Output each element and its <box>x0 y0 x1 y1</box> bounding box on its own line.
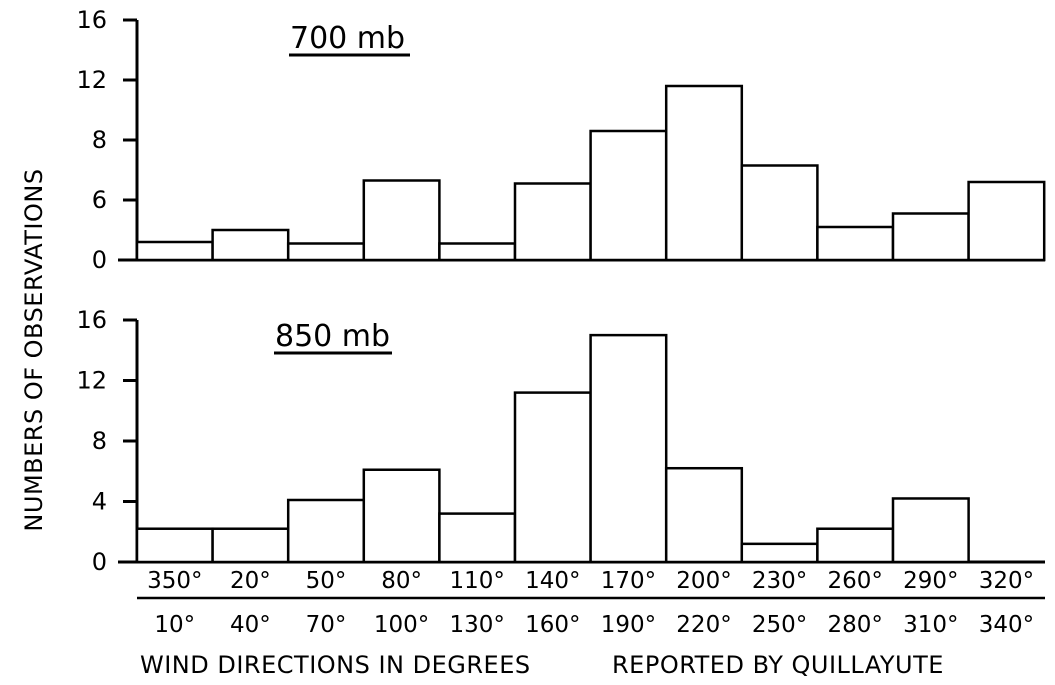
x-tick-label: 20° <box>230 568 271 594</box>
x-labels-start: 350° 20° 50° 80° 110° 140° 170° 200° 230° 260° 290… <box>147 568 1034 594</box>
y-tick-label: 4 <box>92 488 107 516</box>
y-tick-label: 0 <box>92 246 107 274</box>
x-axis-label-left: WIND DIRECTIONS IN DEGREES <box>140 651 531 679</box>
bar-850-0 <box>135 527 214 564</box>
x-tick-label: 220° <box>676 612 731 638</box>
bar-850-10 <box>891 497 970 564</box>
y-tick-label: 12 <box>76 367 107 395</box>
x-tick-label: 130° <box>449 612 504 638</box>
y-tick-label: 16 <box>76 306 107 334</box>
y-tick-label: 0 <box>92 548 107 576</box>
bar-850-1 <box>211 527 290 564</box>
y-tick-label: 6 <box>92 186 107 214</box>
panel-title-700: 700 mb <box>290 21 405 56</box>
y-ticks-700: 0 6 8 12 16 <box>76 6 137 274</box>
panel-title-850: 850 mb <box>275 319 390 354</box>
x-tick-label: 80° <box>381 568 422 594</box>
x-tick-label: 190° <box>601 612 656 638</box>
x-tick-label: 310° <box>903 612 958 638</box>
bar-700-2 <box>286 242 366 262</box>
bars-850 <box>135 333 970 564</box>
x-tick-label: 40° <box>230 612 271 638</box>
x-tick-label: 140° <box>525 568 580 594</box>
y-ticks-850: 0 4 8 12 16 <box>76 306 137 576</box>
bar-700-10 <box>891 212 970 262</box>
panel-850mb: 0 4 8 12 16 850 mb <box>76 306 1045 576</box>
bar-850-6 <box>589 333 668 564</box>
bar-850-9 <box>816 527 895 564</box>
x-axis-label-right: REPORTED BY QUILLAYUTE <box>612 651 944 679</box>
x-tick-label: 10° <box>154 612 195 638</box>
bar-850-7 <box>664 466 744 564</box>
bar-700-7 <box>664 84 744 262</box>
bar-700-3 <box>362 179 441 262</box>
x-tick-label: 340° <box>979 612 1034 638</box>
y-axis-label: NUMBERS OF OBSERVATIONS <box>20 168 48 531</box>
x-tick-label: 70° <box>306 612 347 638</box>
bar-850-2 <box>286 498 366 564</box>
x-tick-label: 260° <box>827 568 882 594</box>
x-tick-label: 110° <box>449 568 504 594</box>
y-tick-label: 8 <box>92 427 107 455</box>
bar-700-0 <box>135 240 214 262</box>
x-tick-label: 160° <box>525 612 580 638</box>
bar-850-8 <box>740 542 819 564</box>
x-tick-label: 350° <box>147 568 202 594</box>
x-tick-label: 280° <box>827 612 882 638</box>
x-labels-end: 10° 40° 70° 100° 130° 160° 190° 220° 250° 280° 310… <box>154 612 1034 638</box>
x-tick-label: 230° <box>752 568 807 594</box>
x-tick-label: 170° <box>601 568 656 594</box>
bar-700-11 <box>967 180 1046 262</box>
x-tick-label: 320° <box>979 568 1034 594</box>
bar-700-6 <box>589 129 668 262</box>
x-tick-label: 250° <box>752 612 807 638</box>
bar-700-9 <box>816 225 895 262</box>
x-tick-label: 290° <box>903 568 958 594</box>
bar-700-5 <box>513 182 592 262</box>
panel-700mb: 0 6 8 12 16 700 mb <box>76 6 1046 274</box>
x-tick-label: 200° <box>676 568 731 594</box>
bar-850-5 <box>513 391 592 564</box>
y-tick-label: 8 <box>92 126 107 154</box>
bar-850-4 <box>438 512 517 564</box>
y-tick-label: 16 <box>76 6 107 34</box>
bar-700-4 <box>438 242 517 262</box>
bar-850-3 <box>362 468 441 564</box>
x-tick-label: 100° <box>374 612 429 638</box>
bar-700-1 <box>211 228 290 262</box>
bar-700-8 <box>740 164 819 262</box>
bars-700 <box>135 84 1046 262</box>
x-tick-label: 50° <box>306 568 347 594</box>
y-tick-label: 12 <box>76 66 107 94</box>
